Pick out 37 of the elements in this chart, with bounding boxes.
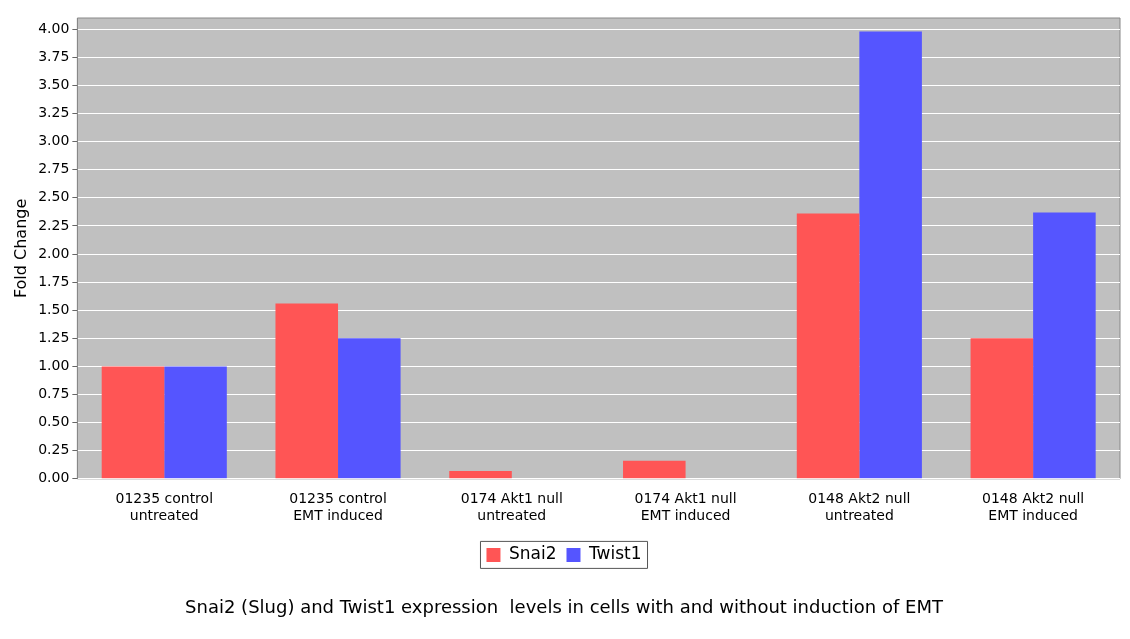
bar — [449, 470, 512, 479]
bar — [164, 366, 227, 479]
bar — [1033, 212, 1096, 479]
legend-label: Snai2 — [508, 543, 557, 564]
y-tick-label: 1.50 — [38, 300, 70, 317]
y-tick-label: 3.75 — [38, 47, 70, 64]
bar — [275, 303, 339, 479]
y-tick-label: 4.00 — [38, 19, 70, 36]
x-tick-label: 01235 control EMT induced — [289, 489, 387, 523]
y-tick-label: 0.50 — [38, 413, 70, 430]
x-tick-label: 01235 control untreated — [115, 489, 214, 523]
y-tick-label: 2.25 — [38, 216, 70, 233]
bar — [338, 338, 401, 479]
x-tick-label: 0148 Akt2 null untreated — [808, 489, 911, 523]
y-tick-label: 2.75 — [38, 160, 70, 177]
bar — [796, 213, 860, 479]
y-tick-label: 2.00 — [38, 244, 70, 261]
bar — [859, 31, 922, 479]
text: Snai2 (Slug) and Twist1 expression levels in cells with and without induction of EMT — [185, 595, 944, 617]
x-tick-label: 0148 Akt2 null EMT induced — [982, 489, 1085, 523]
y-tick-label: 0.25 — [38, 441, 70, 458]
bar — [970, 338, 1034, 479]
x-tick-label: 0174 Akt1 null untreated — [460, 489, 563, 523]
y-tick-label: 0.75 — [38, 385, 70, 402]
y-tick-label: 1.75 — [38, 272, 70, 289]
y-tick-label: 1.25 — [38, 328, 70, 345]
y-axis-title: Fold Change — [10, 198, 30, 299]
y-tick-label: 3.00 — [38, 132, 70, 149]
x-tick-label: 0174 Akt1 null EMT induced — [634, 489, 737, 523]
bar — [101, 366, 165, 479]
y-tick-label: 2.50 — [38, 188, 70, 205]
y-tick-label: 1.00 — [38, 357, 70, 374]
bar — [623, 460, 686, 479]
legend-label: Twist1 — [587, 543, 642, 564]
y-tick-label: 0.00 — [38, 469, 70, 486]
y-tick-label: 3.25 — [38, 104, 70, 121]
y-tick-label: 3.50 — [38, 76, 70, 93]
